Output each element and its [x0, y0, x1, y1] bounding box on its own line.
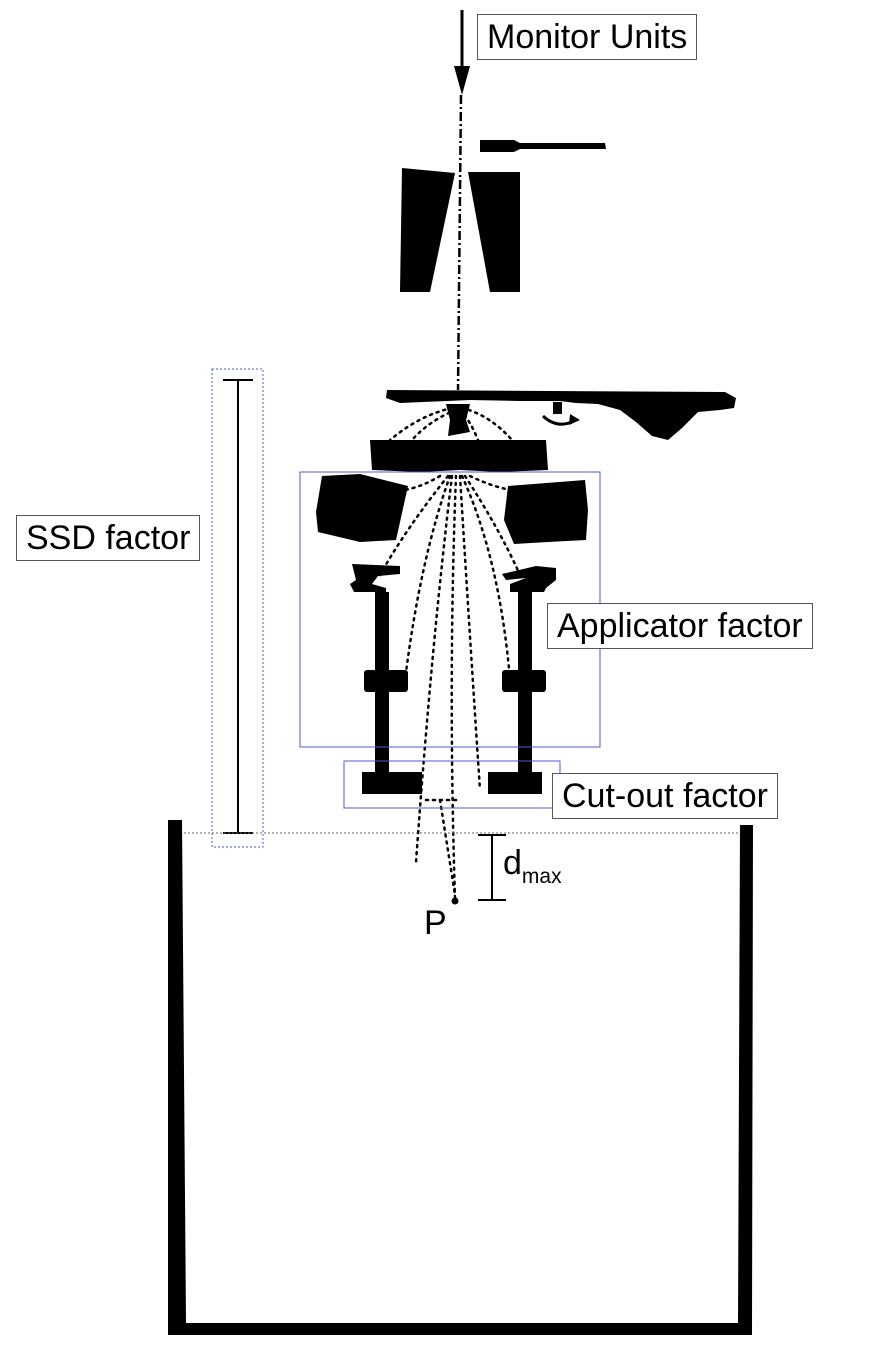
scatter-source	[446, 404, 470, 436]
applicator-left	[350, 564, 422, 794]
applicator-right	[488, 566, 556, 794]
ssd-highlight-box	[211, 368, 264, 848]
cutout-factor-label: Cut-out factor	[552, 773, 778, 819]
primary-collimator-right	[468, 172, 520, 292]
ssd-dimension	[223, 379, 253, 834]
applicator-factor-label: Applicator factor	[547, 603, 813, 649]
dmax-label: dmax	[503, 844, 562, 887]
monitor-chamber-arm	[386, 390, 736, 440]
dmax-main: d	[503, 844, 522, 882]
central-axis	[456, 94, 463, 391]
jaw-right	[504, 480, 588, 544]
rotation-icon	[541, 402, 580, 426]
water-phantom	[168, 820, 753, 1335]
dmax-dimension	[478, 834, 506, 901]
jaw-left	[316, 474, 408, 542]
electron-paths	[363, 406, 550, 900]
monitor-units-label: Monitor Units	[477, 14, 698, 60]
point-p-marker	[451, 897, 459, 905]
dmax-subscript: max	[521, 865, 562, 888]
point-p-label: P	[424, 904, 447, 942]
ssd-factor-label: SSD factor	[16, 515, 201, 561]
monitor-units-arrow	[454, 10, 470, 95]
scattering-foil-arm	[480, 140, 606, 152]
primary-collimator-left	[400, 168, 455, 292]
secondary-block	[370, 440, 548, 472]
